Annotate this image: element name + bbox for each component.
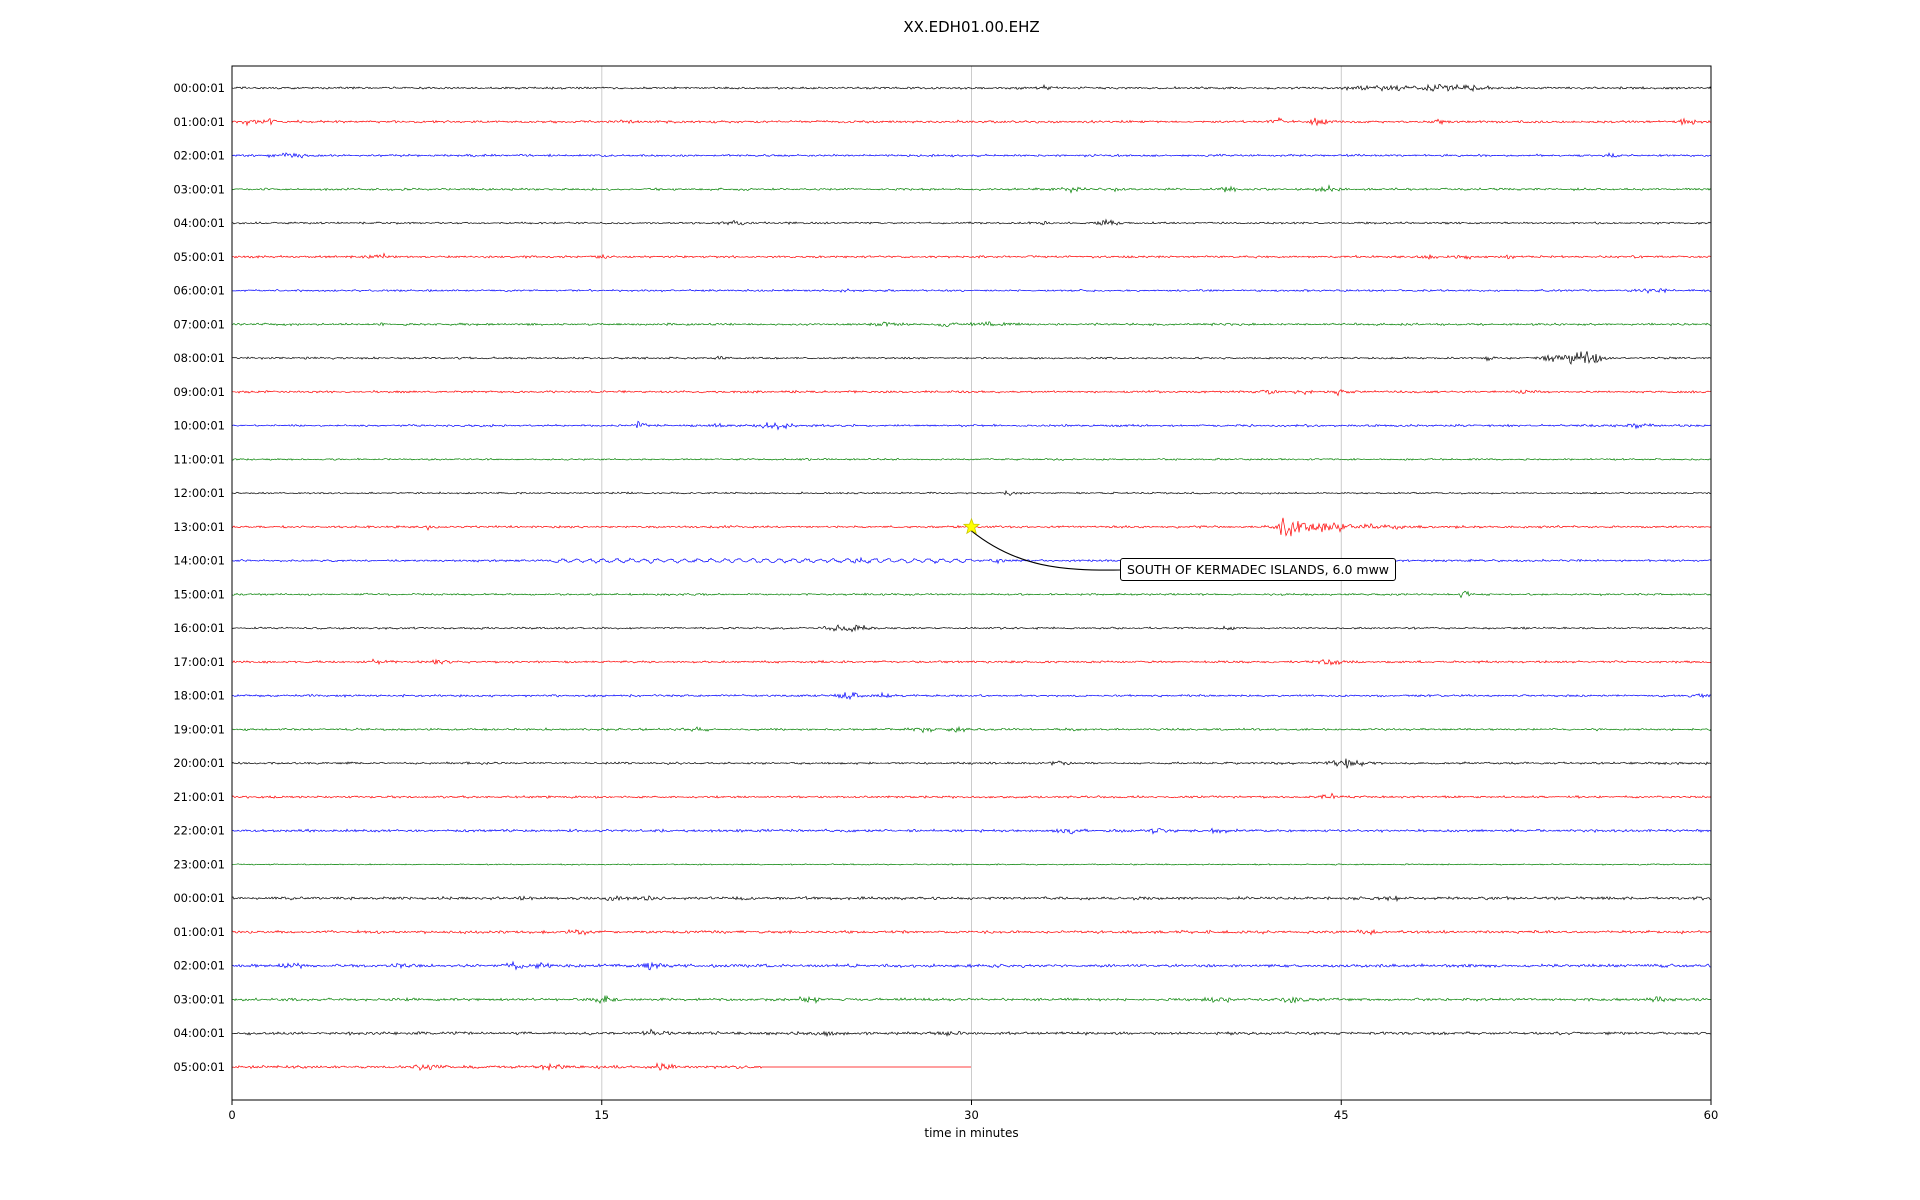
- row-label-1: 01:00:01: [173, 115, 225, 129]
- trace-row-4: [231, 218, 1712, 226]
- row-label-28: 04:00:01: [173, 1026, 225, 1040]
- row-label-7: 07:00:01: [173, 317, 225, 331]
- annotation-connector-line: [971, 530, 1121, 571]
- row-label-8: 08:00:01: [173, 351, 225, 365]
- trace-row-5: [231, 252, 1712, 260]
- row-label-14: 14:00:01: [173, 554, 225, 568]
- trace-row-15: [231, 590, 1711, 599]
- row-label-22: 22:00:01: [173, 824, 225, 838]
- row-label-6: 06:00:01: [173, 284, 225, 298]
- trace-row-26: [231, 960, 1712, 971]
- event-annotation-label: SOUTH OF KERMADEC ISLANDS, 6.0 mww: [1120, 558, 1397, 581]
- trace-row-0: [231, 83, 1712, 93]
- row-label-20: 20:00:01: [173, 756, 225, 770]
- trace-row-23: [231, 863, 1712, 866]
- trace-row-27: [231, 994, 1712, 1005]
- trace-row-21: [231, 792, 1712, 800]
- trace-row-17: [231, 658, 1712, 666]
- trace-row-22: [231, 827, 1712, 835]
- x-tick-label-0: 0: [228, 1108, 235, 1122]
- row-label-19: 19:00:01: [173, 722, 225, 736]
- row-label-13: 13:00:01: [173, 520, 225, 534]
- row-label-4: 04:00:01: [173, 216, 225, 230]
- row-label-12: 12:00:01: [173, 486, 225, 500]
- row-label-16: 16:00:01: [173, 621, 225, 635]
- trace-row-18: [231, 691, 1712, 701]
- trace-row-10: [231, 420, 1712, 431]
- row-label-2: 02:00:01: [173, 149, 225, 163]
- row-label-11: 11:00:01: [173, 452, 225, 466]
- trace-row-11: [231, 457, 1712, 461]
- row-label-26: 02:00:01: [173, 959, 225, 973]
- x-tick-label-30: 30: [964, 1108, 979, 1122]
- x-tick-label-45: 45: [1334, 1108, 1349, 1122]
- row-label-24: 00:00:01: [173, 891, 225, 905]
- row-label-18: 18:00:01: [173, 689, 225, 703]
- row-label-10: 10:00:01: [173, 419, 225, 433]
- row-label-27: 03:00:01: [173, 993, 225, 1007]
- row-label-15: 15:00:01: [173, 587, 225, 601]
- trace-row-2: [231, 152, 1712, 159]
- row-label-3: 03:00:01: [173, 182, 225, 196]
- trace-row-1: [231, 116, 1712, 127]
- trace-row-7: [231, 321, 1712, 328]
- event-marker-star-icon: [962, 517, 981, 535]
- x-tick-label-60: 60: [1704, 1108, 1719, 1122]
- trace-row-16: [231, 624, 1711, 633]
- row-label-5: 05:00:01: [173, 250, 225, 264]
- trace-row-12: [231, 489, 1712, 497]
- row-label-0: 00:00:01: [173, 81, 225, 95]
- trace-row-3: [231, 184, 1712, 194]
- trace-row-24: [231, 895, 1712, 903]
- row-label-21: 21:00:01: [173, 790, 225, 804]
- row-label-29: 05:00:01: [173, 1060, 225, 1074]
- row-label-25: 01:00:01: [173, 925, 225, 939]
- row-label-17: 17:00:01: [173, 655, 225, 669]
- trace-row-29: [231, 1062, 971, 1072]
- x-tick-label-15: 15: [594, 1108, 609, 1122]
- trace-row-6: [231, 288, 1712, 294]
- row-label-9: 09:00:01: [173, 385, 225, 399]
- row-label-23: 23:00:01: [173, 857, 225, 871]
- trace-row-28: [231, 1028, 1712, 1038]
- trace-row-25: [231, 928, 1712, 936]
- x-axis-label: time in minutes: [924, 1126, 1019, 1140]
- trace-row-8: [231, 351, 1711, 365]
- trace-row-9: [231, 389, 1712, 397]
- trace-row-19: [231, 725, 1712, 734]
- plot-title: XX.EDH01.00.EHZ: [903, 18, 1040, 36]
- trace-row-20: [231, 758, 1712, 769]
- trace-row-14: [231, 556, 1712, 565]
